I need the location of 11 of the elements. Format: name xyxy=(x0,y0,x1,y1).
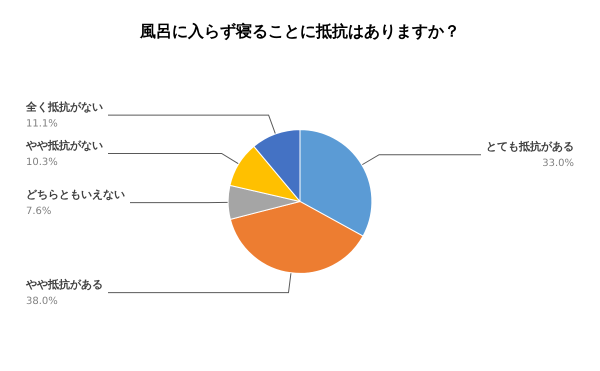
data-label: 11.1% xyxy=(26,118,58,130)
slice-label: やや抵抗がない xyxy=(25,138,103,152)
slice-label: どちらともいえない xyxy=(26,188,125,202)
slice-label: とても抵抗がある xyxy=(486,140,574,154)
data-label: 33.0% xyxy=(542,158,574,170)
chart-title: 風呂に入らず寝ることに抵抗はありますか？ xyxy=(139,22,460,40)
data-label: 10.3% xyxy=(26,156,58,168)
data-label: 7.6% xyxy=(26,206,52,218)
slice-label: やや抵抗がある xyxy=(25,278,103,292)
slice-label: 全く抵抗がない xyxy=(25,100,103,114)
data-label: 38.0% xyxy=(26,296,58,308)
